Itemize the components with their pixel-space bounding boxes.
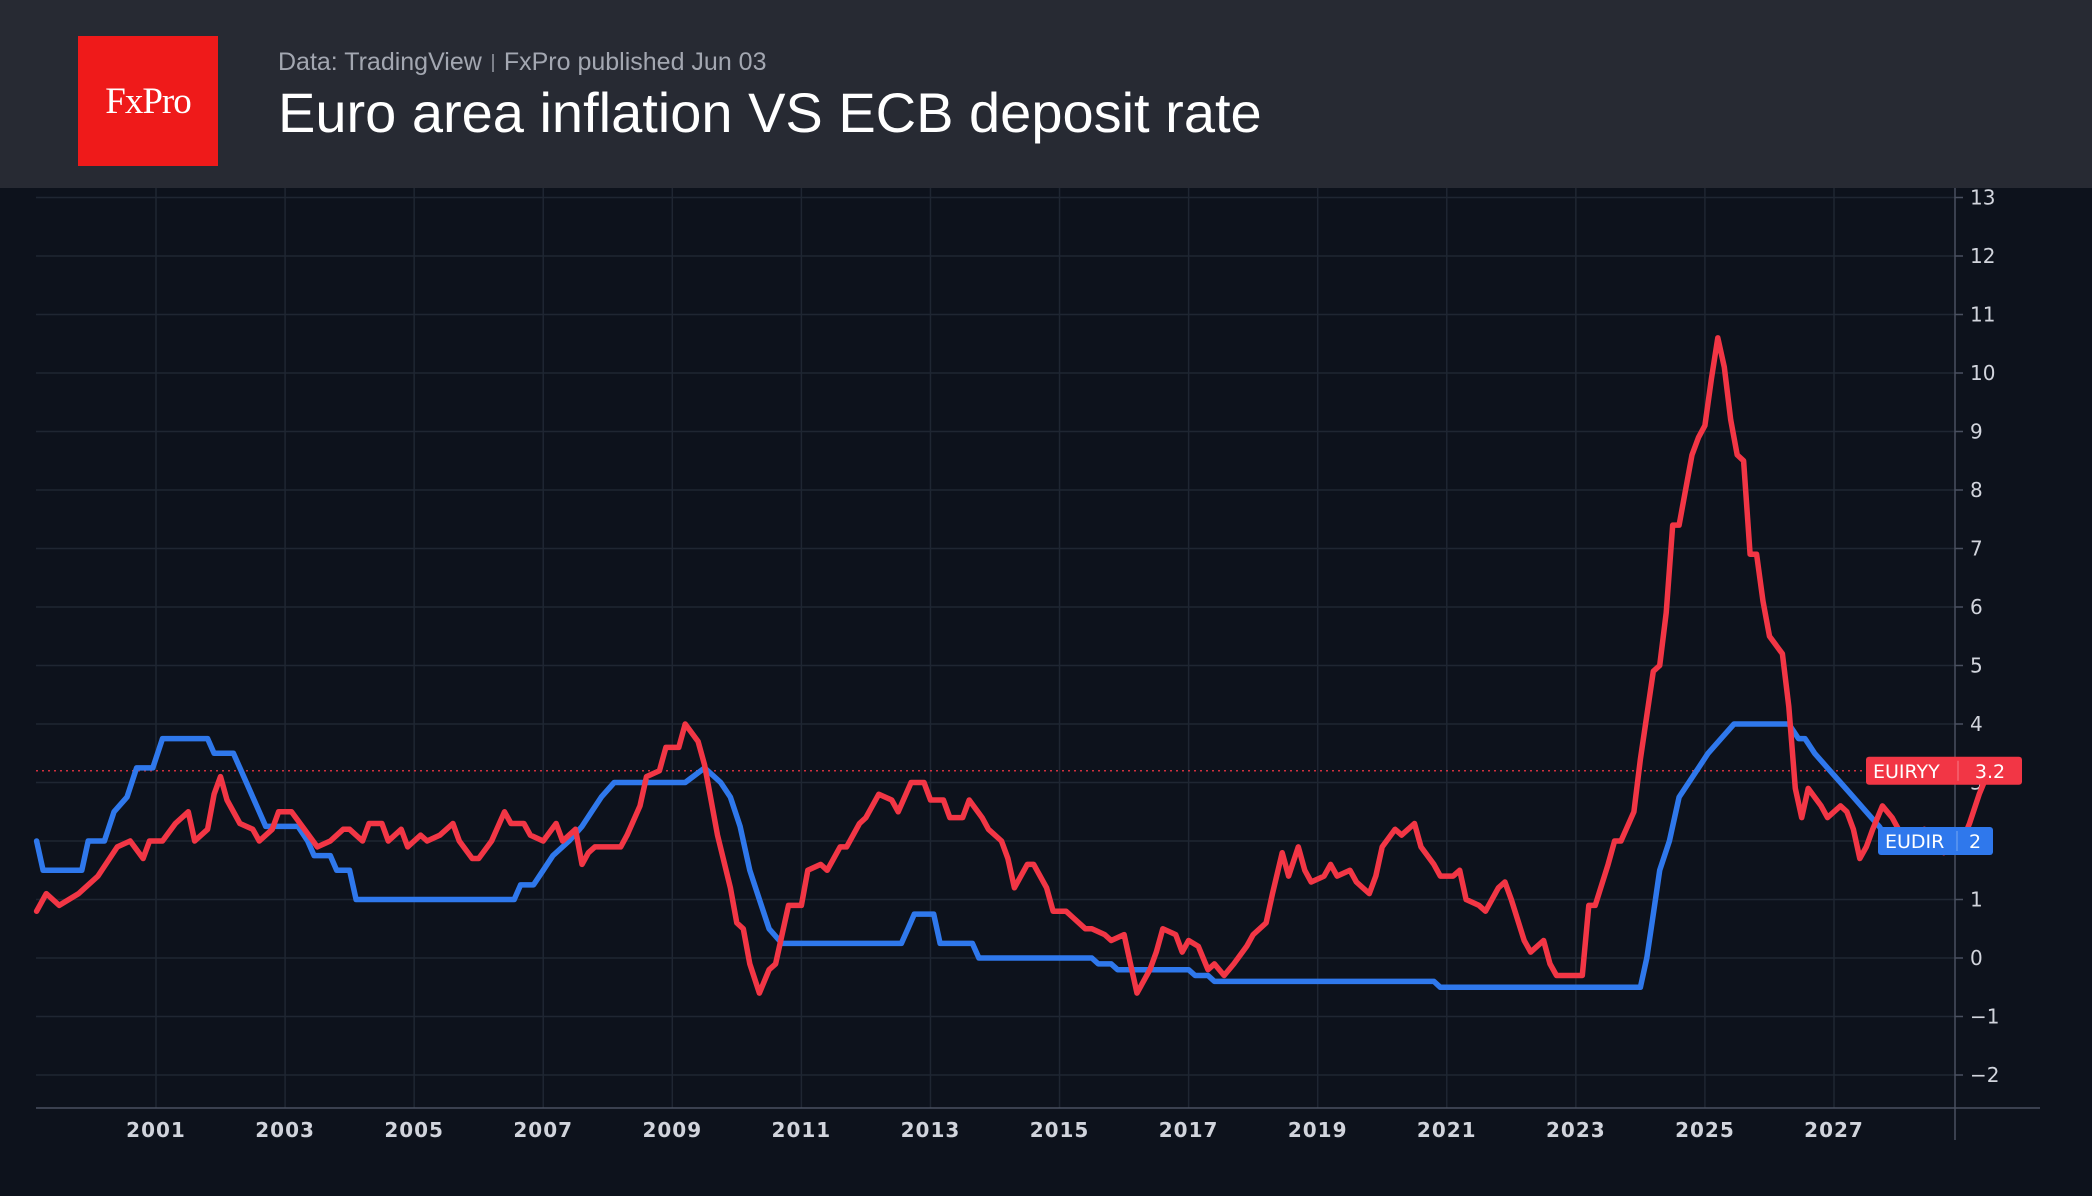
logo-text: FxPro xyxy=(105,80,191,122)
header-bar: FxPro Data: TradingView FxPro published J… xyxy=(0,0,2092,188)
x-tick-label: 2017 xyxy=(1159,1118,1219,1142)
y-tick-label: 6 xyxy=(1970,595,1983,619)
x-tick-label: 2015 xyxy=(1030,1118,1090,1142)
grid xyxy=(36,188,1955,1108)
value-tags: EUIRYY 3.2 EUDIR 2 xyxy=(1866,756,2022,855)
y-tick-label: 13 xyxy=(1970,188,1995,210)
x-tick-label: 2001 xyxy=(126,1118,186,1142)
tag-euiryy: EUIRYY 3.2 xyxy=(1866,756,2022,785)
axes: 2001 2003 2005 2007 2009 2011 2013 2015 2017 2019… xyxy=(36,188,2040,1142)
x-tick-label: 2011 xyxy=(772,1118,832,1142)
y-tick-label: 5 xyxy=(1970,654,1983,678)
series-name-label: EUIRYY xyxy=(1873,761,1940,783)
series-name-label: EUDIR xyxy=(1885,831,1944,853)
y-tick-label: 10 xyxy=(1970,361,1995,385)
page-title: Euro area inflation VS ECB deposit rate xyxy=(278,81,1262,144)
series-line-euiryy xyxy=(33,335,1992,996)
line-chart: 2001 2003 2005 2007 2009 2011 2013 2015 2017 2019… xyxy=(33,188,2040,1142)
published-date: FxPro published Jun 03 xyxy=(503,48,767,76)
y-tick-label: −1 xyxy=(1970,1005,1999,1029)
meta-divider xyxy=(491,54,494,73)
tag-background xyxy=(1866,756,2022,785)
tag-eudir: EUDIR 2 xyxy=(1878,827,1993,855)
x-tick-label: 2025 xyxy=(1675,1118,1735,1142)
series-last-value: 3.2 xyxy=(1975,761,2005,783)
x-tick-label: 2013 xyxy=(901,1118,961,1142)
tag-background xyxy=(1878,827,1993,855)
x-tick-label: 2023 xyxy=(1546,1118,1606,1142)
series-layer xyxy=(33,335,1992,996)
y-tick-label: 0 xyxy=(1970,946,1983,970)
y-tick-label: 8 xyxy=(1970,478,1983,502)
series-line-eudir xyxy=(33,721,1992,991)
y-tick-label: −2 xyxy=(1970,1063,1999,1087)
data-source: Data: TradingView xyxy=(278,48,482,76)
y-tick-label: 4 xyxy=(1970,712,1983,736)
y-tick-label: 7 xyxy=(1970,537,1983,561)
x-tick-label: 2019 xyxy=(1288,1118,1348,1142)
x-tick-label: 2005 xyxy=(384,1118,444,1142)
x-tick-label: 2009 xyxy=(642,1118,702,1142)
y-tick-label: 9 xyxy=(1970,420,1983,444)
y-tick-label: 1 xyxy=(1970,888,1983,912)
series-last-value: 2 xyxy=(1969,831,1981,853)
x-tick-label: 2003 xyxy=(255,1118,315,1142)
y-tick-label: 12 xyxy=(1970,244,1995,268)
x-tick-label: 2027 xyxy=(1804,1118,1864,1142)
chart-meta: Data: TradingView FxPro published Jun 03 xyxy=(278,48,767,77)
x-tick-label: 2021 xyxy=(1417,1118,1477,1142)
x-tick-label: 2007 xyxy=(513,1118,573,1142)
fxpro-logo: FxPro xyxy=(78,36,218,166)
y-tick-label: 11 xyxy=(1970,303,1995,327)
